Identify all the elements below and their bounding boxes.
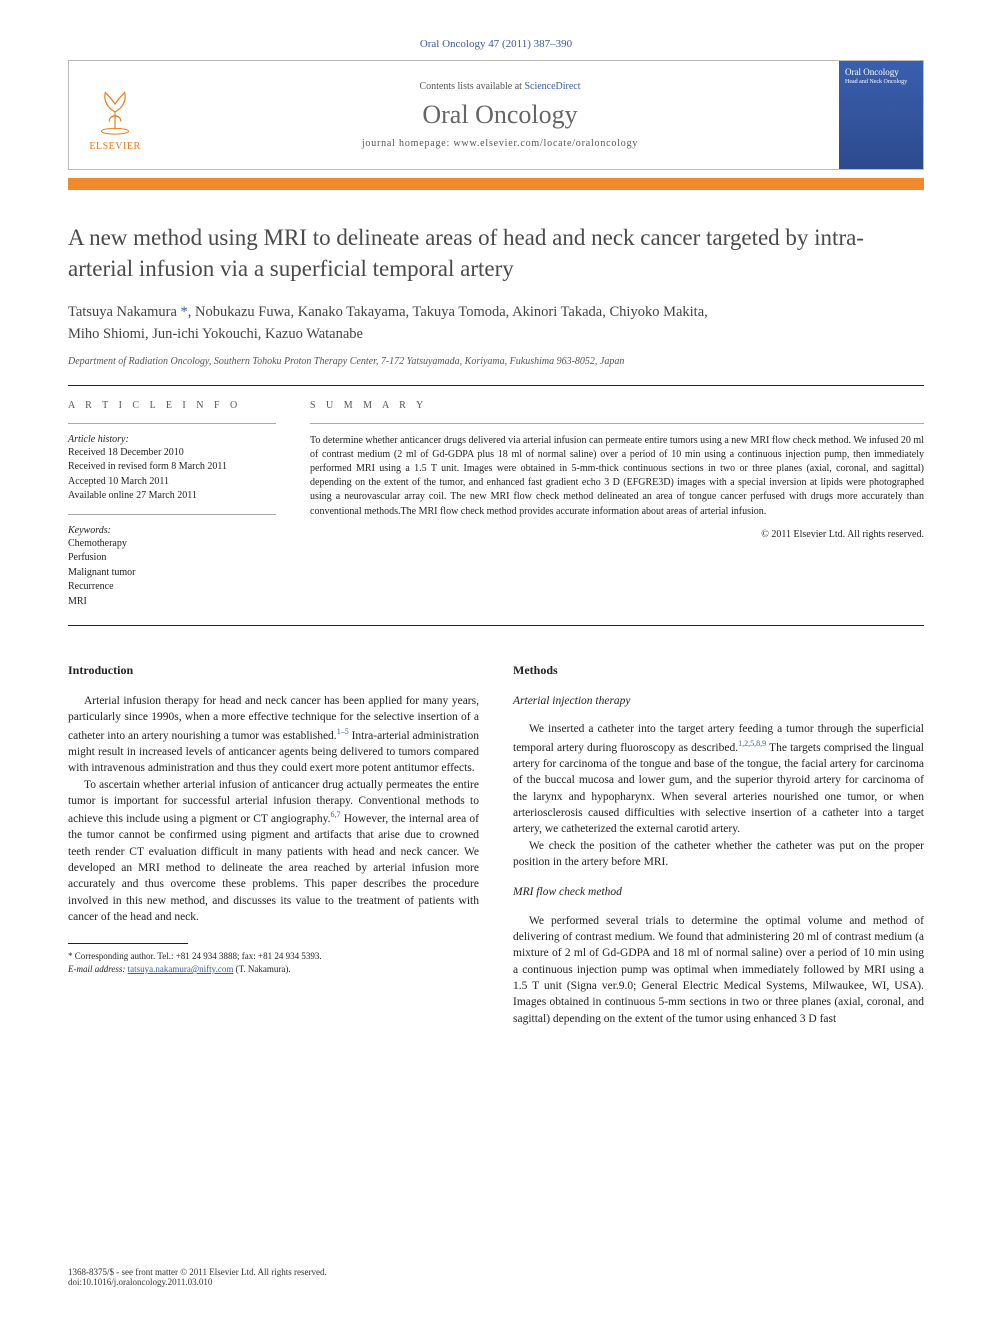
affiliation: Department of Radiation Oncology, Southe… <box>68 356 924 367</box>
citation-ref[interactable]: 1–5 <box>337 727 349 736</box>
footnote-separator <box>68 943 188 944</box>
email-paren: (T. Nakamura). <box>233 964 290 974</box>
sciencedirect-link[interactable]: ScienceDirect <box>524 81 580 92</box>
journal-name: Oral Oncology <box>422 100 577 130</box>
publisher-name: ELSEVIER <box>89 141 140 152</box>
history-item: Received 18 December 2010 <box>68 446 276 461</box>
keyword: Perfusion <box>68 551 276 566</box>
history-label: Article history: <box>68 434 276 445</box>
mp1b: The targets comprised the lingual artery… <box>513 742 924 836</box>
accent-bar <box>68 178 924 190</box>
journal-cover-thumbnail: Oral Oncology Head and Neck Oncology <box>839 61 923 169</box>
email-label: E-mail address: <box>68 964 125 974</box>
keyword: Recurrence <box>68 580 276 595</box>
authors-rest2: Miho Shiomi, Jun-ichi Yokouchi, Kazuo Wa… <box>68 326 363 342</box>
intro-para-1: Arterial infusion therapy for head and n… <box>68 693 479 776</box>
left-column: Introduction Arterial infusion therapy f… <box>68 662 479 1027</box>
author-first: Tatsuya Nakamura <box>68 304 181 320</box>
corr-email-link[interactable]: tatsuya.nakamura@nifty.com <box>128 964 234 974</box>
author-list: Tatsuya Nakamura *, Nobukazu Fuwa, Kanak… <box>68 302 924 346</box>
keyword: MRI <box>68 595 276 610</box>
page-footer: 1368-8375/$ - see front matter © 2011 El… <box>68 1267 924 1287</box>
doi-line: doi:10.1016/j.oraloncology.2011.03.010 <box>68 1277 924 1287</box>
history-item: Accepted 10 March 2011 <box>68 475 276 490</box>
methods-sub1: Arterial injection therapy <box>513 693 924 709</box>
summary-column: S U M M A R Y To determine whether antic… <box>310 400 924 610</box>
p2b: However, the internal area of the tumor … <box>68 813 479 923</box>
citation-ref[interactable]: 1,2,5,8,9 <box>738 739 766 748</box>
corr-contact: * Corresponding author. Tel.: +81 24 934… <box>68 950 479 963</box>
elsevier-tree-icon <box>86 79 144 137</box>
publisher-logo: ELSEVIER <box>69 61 161 169</box>
keyword: Chemotherapy <box>68 537 276 552</box>
article-title: A new method using MRI to delineate area… <box>68 222 924 284</box>
history-item: Available online 27 March 2011 <box>68 489 276 504</box>
journal-masthead: ELSEVIER Contents lists available at Sci… <box>68 60 924 170</box>
citation-line: Oral Oncology 47 (2011) 387–390 <box>68 38 924 50</box>
methods-heading: Methods <box>513 662 924 679</box>
citation-ref[interactable]: 6,7 <box>331 810 341 819</box>
corresponding-footnote: * Corresponding author. Tel.: +81 24 934… <box>68 950 479 975</box>
methods-para-1: We inserted a catheter into the target a… <box>513 721 924 837</box>
methods-para-2: We performed several trials to determine… <box>513 913 924 1027</box>
keywords-label: Keywords: <box>68 525 276 536</box>
cover-subtitle: Head and Neck Oncology <box>845 79 917 85</box>
article-info-heading: A R T I C L E I N F O <box>68 400 276 411</box>
article-info: A R T I C L E I N F O Article history: R… <box>68 400 276 610</box>
contents-available: Contents lists available at ScienceDirec… <box>419 81 580 92</box>
journal-homepage: journal homepage: www.elsevier.com/locat… <box>362 138 638 149</box>
introduction-heading: Introduction <box>68 662 479 679</box>
info-summary-block: A R T I C L E I N F O Article history: R… <box>68 385 924 627</box>
masthead-center: Contents lists available at ScienceDirec… <box>161 61 839 169</box>
copyright-line: © 2011 Elsevier Ltd. All rights reserved… <box>310 529 924 540</box>
right-column: Methods Arterial injection therapy We in… <box>513 662 924 1027</box>
front-matter-line: 1368-8375/$ - see front matter © 2011 El… <box>68 1267 924 1277</box>
cover-title: Oral Oncology <box>845 67 917 77</box>
keyword: Malignant tumor <box>68 566 276 581</box>
corresponding-mark: * <box>181 304 188 320</box>
summary-heading: S U M M A R Y <box>310 400 924 411</box>
intro-para-2: To ascertain whether arterial infusion o… <box>68 777 479 926</box>
methods-para-1c: We check the position of the catheter wh… <box>513 838 924 871</box>
history-item: Received in revised form 8 March 2011 <box>68 460 276 475</box>
contents-prefix: Contents lists available at <box>419 81 524 92</box>
methods-sub2: MRI flow check method <box>513 884 924 900</box>
authors-rest1: , Nobukazu Fuwa, Kanako Takayama, Takuya… <box>188 304 708 320</box>
abstract-text: To determine whether anticancer drugs de… <box>310 434 924 519</box>
body-columns: Introduction Arterial infusion therapy f… <box>68 662 924 1027</box>
